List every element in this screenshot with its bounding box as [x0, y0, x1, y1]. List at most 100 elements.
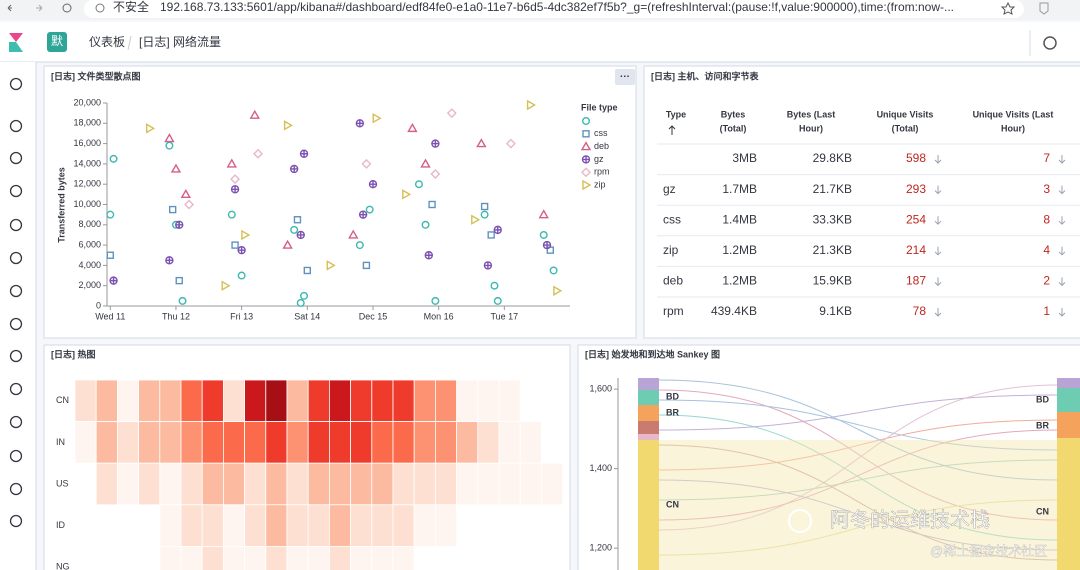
flow [658, 459, 1058, 501]
column-header[interactable]: Unique Visits [877, 109, 934, 119]
nav-icon[interactable] [9, 317, 23, 331]
legend-label[interactable]: css [594, 128, 608, 138]
table-cell: 3 [1043, 182, 1050, 196]
table-cell: gz [663, 182, 676, 196]
breadcrumb[interactable]: 仪表板 [89, 35, 125, 49]
filter-icon[interactable] [934, 216, 942, 225]
point [170, 163, 182, 173]
panel-title: [日志] 始发地和到达地 Sankey 图 [585, 348, 720, 359]
legend-label[interactable]: rpm [594, 167, 610, 177]
reload-button[interactable] [62, 3, 72, 13]
sankey-left-column [638, 378, 659, 570]
breadcrumb-current: [日志] 网络流量 [139, 34, 221, 49]
space-badge-label: 默 [51, 33, 63, 48]
column-header[interactable]: Bytes [721, 109, 746, 119]
kibana-logo[interactable] [9, 33, 23, 42]
point [480, 202, 489, 211]
node-label: BR [666, 407, 679, 417]
point [303, 266, 312, 275]
panel [43, 65, 637, 339]
heat-cell [286, 462, 309, 506]
row-label: ID [56, 520, 66, 530]
filter-icon[interactable] [1058, 185, 1066, 195]
sort-icon[interactable] [668, 125, 676, 135]
column-header[interactable]: Bytes (Last [787, 109, 836, 119]
heat-cell [265, 504, 288, 547]
point [237, 245, 246, 255]
nav-icon[interactable] [9, 119, 23, 133]
nav-icon[interactable] [9, 218, 23, 232]
table-cell: 1.7MB [722, 182, 757, 196]
flow [658, 414, 1058, 541]
column-header[interactable]: Hour) [799, 123, 823, 133]
legend-label[interactable]: deb [594, 141, 609, 151]
nav-icon[interactable] [9, 251, 23, 265]
y-tick-label: 18,000 [73, 118, 101, 128]
filter-icon[interactable] [1058, 155, 1066, 164]
sankey-main-flow [659, 440, 1059, 570]
heat-cell [456, 462, 479, 506]
filter-icon[interactable] [934, 155, 942, 164]
nav-icon[interactable] [9, 284, 23, 298]
nav-icon[interactable] [9, 184, 23, 198]
column-header[interactable]: Unique Visits (Last [973, 109, 1054, 119]
filter-icon[interactable] [934, 185, 942, 195]
nav-icon[interactable] [9, 349, 23, 363]
space-badge[interactable] [47, 32, 67, 52]
legend-label[interactable]: gz [594, 154, 604, 164]
point [539, 230, 548, 239]
filter-icon[interactable] [1058, 246, 1066, 256]
help-button[interactable] [1043, 36, 1057, 50]
flow [658, 399, 1058, 451]
column-header[interactable]: Hour) [1001, 123, 1025, 133]
filter-icon[interactable] [934, 277, 942, 287]
heat-cell [371, 379, 394, 422]
heat-cell [456, 379, 479, 422]
heat-cell [350, 546, 373, 570]
heat-cell [201, 421, 224, 464]
point [180, 188, 192, 199]
point [109, 276, 118, 285]
legend-label[interactable]: zip [594, 179, 606, 189]
filter-icon[interactable] [1058, 308, 1066, 317]
heat-cell [244, 379, 267, 422]
nav-icon[interactable] [9, 382, 23, 396]
column-header[interactable]: (Total) [720, 123, 747, 133]
nav-icon[interactable] [9, 415, 23, 429]
forward-button[interactable] [36, 4, 43, 12]
heat-cell [286, 379, 309, 422]
heat-cell [244, 462, 267, 506]
nav-icon[interactable] [9, 151, 23, 165]
panel-menu[interactable] [615, 69, 635, 85]
back-button[interactable] [7, 4, 12, 12]
heat-cell [392, 546, 415, 570]
url: 192.168.73.133:5601/app/kibana#/dashboar… [160, 0, 954, 14]
nav-icon[interactable] [9, 77, 23, 91]
point [282, 239, 293, 249]
filter-icon[interactable] [1058, 277, 1066, 287]
point [430, 169, 441, 180]
nav-icon[interactable] [9, 514, 23, 528]
y-tick-label: 10,000 [73, 199, 101, 209]
heat-cell [350, 462, 373, 506]
table-cell: 21.7KB [813, 182, 852, 196]
extension-icon[interactable] [1039, 2, 1049, 15]
filter-icon[interactable] [934, 246, 942, 256]
column-header[interactable]: (Total) [892, 123, 919, 133]
heat-cell [350, 504, 373, 547]
column-header[interactable]: Type [666, 109, 686, 119]
filter-icon[interactable] [934, 308, 942, 317]
point [407, 122, 418, 133]
address-bar[interactable] [84, 0, 1024, 18]
node-label: CN [666, 499, 679, 509]
nav-icon[interactable] [9, 482, 23, 496]
bookmark-star[interactable] [1000, 1, 1016, 15]
flow [658, 389, 1058, 521]
sankey-right-column [1057, 378, 1080, 570]
heat-cell [434, 462, 457, 506]
table-cell: 1.2MB [722, 243, 757, 257]
filter-icon[interactable] [1058, 216, 1066, 225]
heat-cell [498, 462, 521, 506]
nav-icon[interactable] [9, 449, 23, 463]
